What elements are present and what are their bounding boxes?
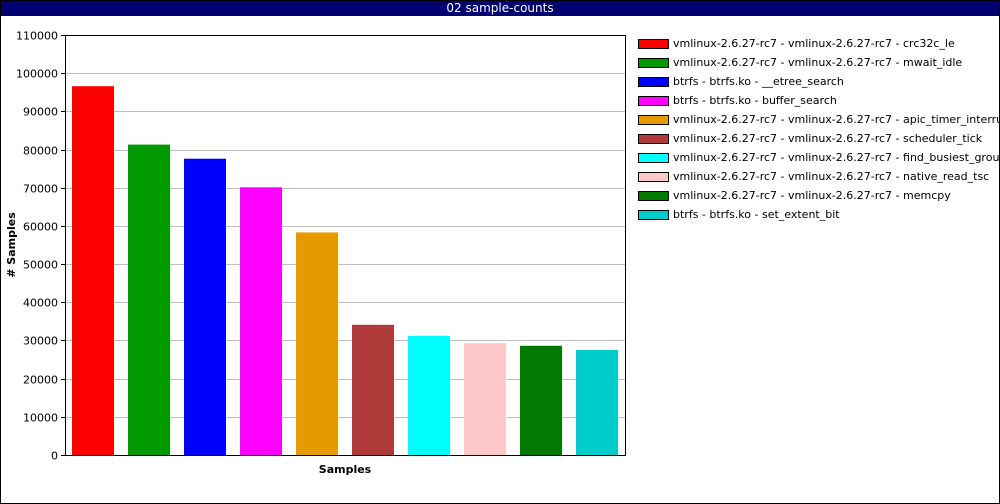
y-tick-label: 60000 [23,221,58,234]
bar [128,144,170,455]
legend-item: btrfs - btrfs.ko - set_extent_bit [638,208,993,227]
bar [240,187,282,456]
legend-swatch [638,210,669,220]
y-tick-label: 110000 [16,30,58,43]
legend-swatch [638,115,669,125]
legend-label: vmlinux-2.6.27-rc7 - vmlinux-2.6.27-rc7 … [673,170,990,183]
legend-label: btrfs - btrfs.ko - buffer_search [673,94,837,107]
x-axis-label: Samples [319,463,372,476]
legend-label: btrfs - btrfs.ko - __etree_search [673,75,844,88]
legend-item: vmlinux-2.6.27-rc7 - vmlinux-2.6.27-rc7 … [638,132,993,151]
legend-swatch [638,134,669,144]
legend-label: vmlinux-2.6.27-rc7 - vmlinux-2.6.27-rc7 … [673,113,1000,126]
legend-swatch [638,58,669,68]
legend-item: vmlinux-2.6.27-rc7 - vmlinux-2.6.27-rc7 … [638,151,1000,170]
legend-label: vmlinux-2.6.27-rc7 - vmlinux-2.6.27-rc7 … [673,132,983,145]
y-tick-label: 70000 [23,183,58,196]
bar [72,86,114,455]
legend-item: vmlinux-2.6.27-rc7 - vmlinux-2.6.27-rc7 … [638,37,993,56]
y-axis-label: # Samples [5,212,18,278]
bar [296,232,338,455]
y-tick-label: 90000 [23,106,58,119]
legend-swatch [638,153,669,163]
legend: vmlinux-2.6.27-rc7 - vmlinux-2.6.27-rc7 … [638,37,1000,227]
legend-item: btrfs - btrfs.ko - buffer_search [638,94,993,113]
legend-label: vmlinux-2.6.27-rc7 - vmlinux-2.6.27-rc7 … [673,37,955,50]
y-tick-label: 100000 [16,68,58,81]
legend-label: vmlinux-2.6.27-rc7 - vmlinux-2.6.27-rc7 … [673,56,963,69]
legend-swatch [638,39,669,49]
bar [184,158,226,455]
y-tick-label: 50000 [23,259,58,272]
legend-swatch [638,77,669,87]
bars [72,86,618,456]
legend-item: btrfs - btrfs.ko - __etree_search [638,75,993,94]
plot-area [65,35,626,456]
legend-label: btrfs - btrfs.ko - set_extent_bit [673,208,840,221]
y-tick-label: 10000 [23,412,58,425]
bar [464,343,506,455]
y-tick-label: 20000 [23,374,58,387]
y-tick-label: 0 [51,450,58,463]
window-title: 02 sample-counts [1,1,999,16]
legend-item: vmlinux-2.6.27-rc7 - vmlinux-2.6.27-rc7 … [638,113,1000,132]
legend-item: vmlinux-2.6.27-rc7 - vmlinux-2.6.27-rc7 … [638,56,993,75]
y-tick-label: 40000 [23,297,58,310]
legend-label: vmlinux-2.6.27-rc7 - vmlinux-2.6.27-rc7 … [673,189,951,202]
legend-label: vmlinux-2.6.27-rc7 - vmlinux-2.6.27-rc7 … [673,151,1000,164]
bar [576,350,618,455]
legend-swatch [638,172,669,182]
y-tick-label: 80000 [23,145,58,158]
bar [352,324,394,455]
bar [408,335,450,455]
y-tick-label: 30000 [23,335,58,348]
legend-item: vmlinux-2.6.27-rc7 - vmlinux-2.6.27-rc7 … [638,189,993,208]
legend-swatch [638,191,669,201]
legend-swatch [638,96,669,106]
bar [520,345,562,455]
legend-item: vmlinux-2.6.27-rc7 - vmlinux-2.6.27-rc7 … [638,170,993,189]
y-axis-ticks: 0 10000 20000 30000 40000 50000 60000 70000 8000… [16,30,65,463]
